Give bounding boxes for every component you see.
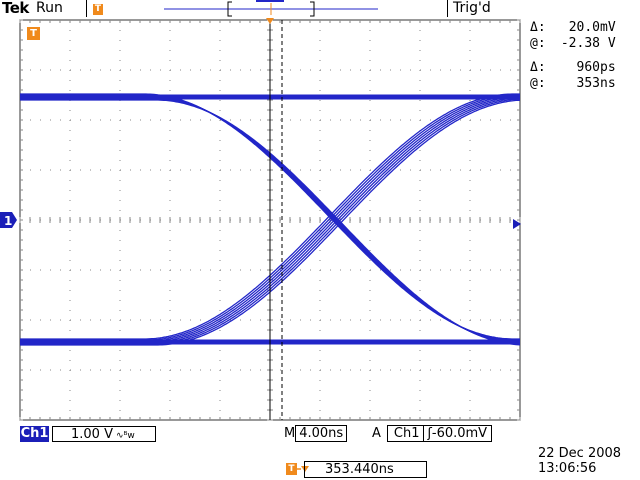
trigger-level-arrow-icon <box>513 219 521 229</box>
horizontal-scale-readout[interactable]: M 4.00ns <box>284 425 348 442</box>
trigger-readout[interactable]: A Ch1 ʃ-60.0mV <box>372 425 493 442</box>
time-delta-readout: Δ: 960ps <box>530 60 616 75</box>
horizontal-position-value: 353.440ns <box>325 462 394 477</box>
trigger-time-marker-icon: T <box>27 27 40 40</box>
at-symbol: @: <box>530 36 546 51</box>
trigger-position-marker-icon: T <box>93 4 103 15</box>
trigger-status: Trig'd <box>453 0 491 16</box>
trigger-offset-marker-icon: T <box>286 463 297 475</box>
voltage-at-readout: @: -2.38 V <box>530 36 616 51</box>
voltage-at-value: -2.38 V <box>560 36 616 51</box>
voltage-delta-value: 20.0mV <box>568 20 616 35</box>
horizontal-position-readout[interactable]: 353.440ns <box>304 461 427 478</box>
voltage-delta-readout: Δ: 20.0mV <box>530 20 616 35</box>
trigger-source: Ch1 <box>386 425 423 442</box>
acquisition-status: Run <box>36 0 63 16</box>
trigger-level-box: ʃ-60.0mV <box>422 425 493 442</box>
status-divider <box>447 0 448 17</box>
horizontal-prefix: M <box>284 426 296 441</box>
vertical-scale-readout[interactable]: 1.00 V ∿ᴮw <box>52 426 156 442</box>
measurement-cursors <box>269 20 283 420</box>
trigger-level-value: -60.0mV <box>431 426 488 441</box>
delta-symbol: Δ: <box>530 60 546 75</box>
vertical-scale-value: 1.00 V <box>71 427 113 442</box>
date-readout: 22 Dec 2008 <box>538 446 622 461</box>
rising-edge-icon: ʃ <box>427 426 432 441</box>
at-symbol: @: <box>530 76 546 91</box>
time-at-readout: @: 353ns <box>530 76 616 91</box>
channel-1-ground-marker-icon <box>0 212 17 228</box>
brand-logo: Tek <box>2 0 29 17</box>
time-readout: 13:06:56 <box>538 461 597 476</box>
status-divider <box>86 0 87 17</box>
time-at-value: 353ns <box>576 76 616 91</box>
time-delta-value: 960ps <box>576 60 616 75</box>
bandwidth-limit-icon: ∿ᴮw <box>115 431 135 441</box>
record-view-indicator <box>164 0 378 17</box>
channel-1-button[interactable]: Ch1 <box>20 426 49 442</box>
arrow-to-trigger-icon <box>297 466 309 472</box>
trigger-mode: A <box>372 426 381 441</box>
channel-1-marker-label: 1 <box>4 214 12 228</box>
horizontal-scale-value: 4.00ns <box>295 425 348 442</box>
delta-symbol: Δ: <box>530 20 546 35</box>
trigger-point-arrow-icon <box>266 18 274 24</box>
